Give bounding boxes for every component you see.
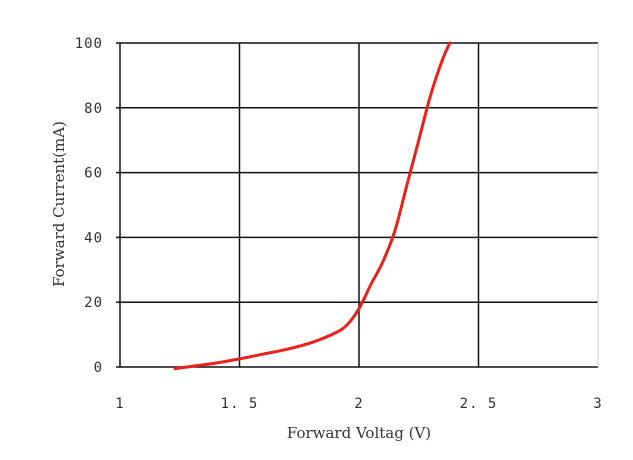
- x-tick-label: 3: [593, 396, 602, 412]
- x-tick-label: 1: [115, 396, 124, 412]
- x-axis-label: Forward Voltag (V): [287, 424, 431, 442]
- series-layer: [173, 41, 452, 371]
- y-tick-labels: 0 20 40 60 80 100: [75, 36, 103, 376]
- grid: [120, 43, 598, 367]
- x-tick-label: 1. 5: [221, 396, 259, 412]
- y-tick-label: 0: [94, 360, 103, 376]
- x-tick-labels: 1 1. 5 2 2. 5 3: [115, 396, 602, 412]
- x-tick-label: 2. 5: [460, 396, 498, 412]
- y-tick-label: 100: [75, 36, 103, 52]
- series-line: [173, 41, 452, 371]
- y-tick-label: 80: [84, 101, 103, 117]
- y-tick-label: 20: [84, 295, 103, 311]
- plot-frame: [116, 42, 599, 368]
- y-tick-label: 60: [84, 166, 103, 182]
- y-axis-label: Forward Current(mA): [50, 121, 68, 287]
- x-tick-label: 2: [354, 396, 363, 412]
- y-tick-label: 40: [84, 230, 103, 246]
